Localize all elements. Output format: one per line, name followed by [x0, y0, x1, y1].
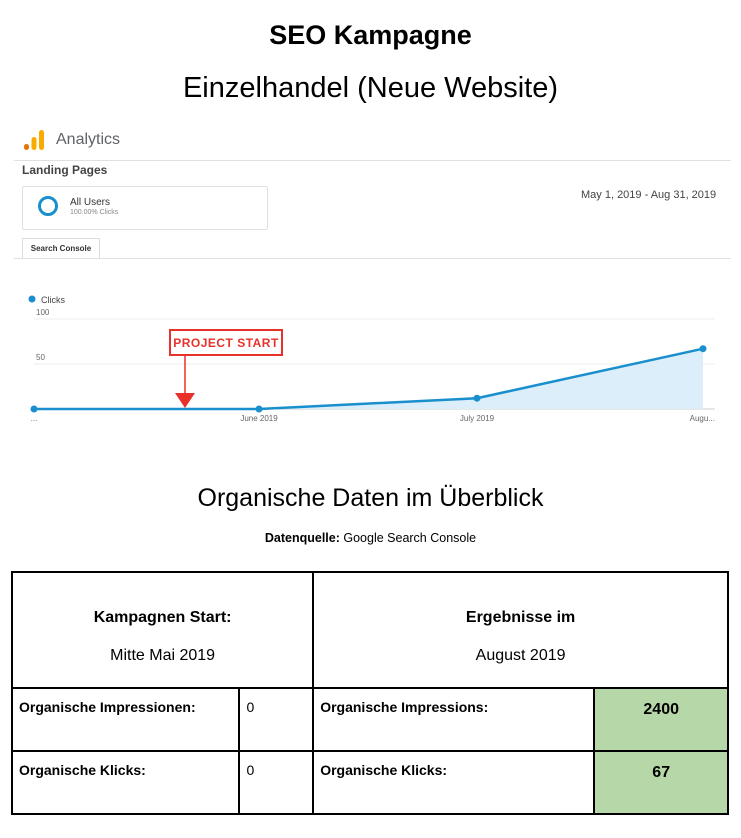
overview-title: Organische Daten im Überblick: [0, 484, 741, 513]
tab-search-console[interactable]: Search Console: [22, 238, 100, 258]
start-impressions-value: 0: [239, 688, 313, 751]
data-point: [31, 406, 38, 413]
segment-name: All Users: [70, 197, 110, 208]
annotation-arrow-head: [175, 393, 195, 408]
start-clicks-label: Organische Klicks:: [12, 751, 239, 814]
start-header-label: Kampagnen Start:: [13, 609, 312, 627]
x-tick-label: June 2019: [240, 414, 278, 423]
report-title: Landing Pages: [22, 163, 107, 177]
x-tick-label: July 2019: [460, 414, 495, 423]
start-impressions-label: Organische Impressionen:: [12, 688, 239, 751]
data-point: [700, 345, 707, 352]
page-subtitle: Einzelhandel (Neue Website): [0, 72, 741, 105]
date-range-picker[interactable]: May 1, 2019 - Aug 31, 2019: [581, 189, 716, 201]
clicks-chart: Clicks 100 50 ... June 2019 July 2019 Augu..…: [0, 280, 741, 430]
data-source-label: Datenquelle:: [265, 531, 340, 545]
data-source-value: Google Search Console: [343, 531, 476, 545]
segment-subtext: 100.00% Clicks: [70, 209, 118, 216]
analytics-logo-icon: [22, 128, 46, 152]
result-header-date: August 2019: [314, 647, 727, 665]
result-impressions-value: 2400: [594, 688, 728, 751]
result-impressions-label: Organische Impressions:: [313, 688, 594, 751]
result-clicks-value: 67: [594, 751, 728, 814]
start-clicks-value: 0: [239, 751, 313, 814]
table-header-row: Kampagnen Start: Mitte Mai 2019 Ergebnis…: [12, 572, 728, 688]
project-start-annotation: PROJECT START: [170, 330, 282, 408]
legend-dot: [29, 296, 36, 303]
result-clicks-label: Organische Klicks:: [313, 751, 594, 814]
start-header-cell: Kampagnen Start: Mitte Mai 2019: [12, 572, 313, 688]
data-point: [474, 395, 481, 402]
analytics-brand: Analytics: [56, 131, 120, 149]
result-header-label: Ergebnisse im: [314, 609, 727, 627]
table-row: Organische Impressionen: 0 Organische Im…: [12, 688, 728, 751]
data-point: [256, 406, 263, 413]
legend-label: Clicks: [41, 295, 65, 305]
segment-selector[interactable]: [22, 186, 268, 230]
segment-circle-icon: [38, 196, 58, 216]
table-row: Organische Klicks: 0 Organische Klicks: …: [12, 751, 728, 814]
results-table: Kampagnen Start: Mitte Mai 2019 Ergebnis…: [11, 571, 729, 815]
clicks-area: [34, 349, 703, 409]
annotation-label: PROJECT START: [173, 336, 279, 350]
result-header-cell: Ergebnisse im August 2019: [313, 572, 728, 688]
x-tick-label: ...: [31, 414, 38, 423]
start-header-date: Mitte Mai 2019: [13, 647, 312, 665]
data-source: Datenquelle: Google Search Console: [0, 531, 741, 545]
y-tick-label: 100: [36, 308, 50, 317]
x-tick-label: Augu...: [690, 414, 715, 423]
divider: [14, 160, 731, 161]
divider: [14, 258, 731, 259]
y-tick-label: 50: [36, 353, 45, 362]
page-title: SEO Kampagne: [0, 20, 741, 51]
